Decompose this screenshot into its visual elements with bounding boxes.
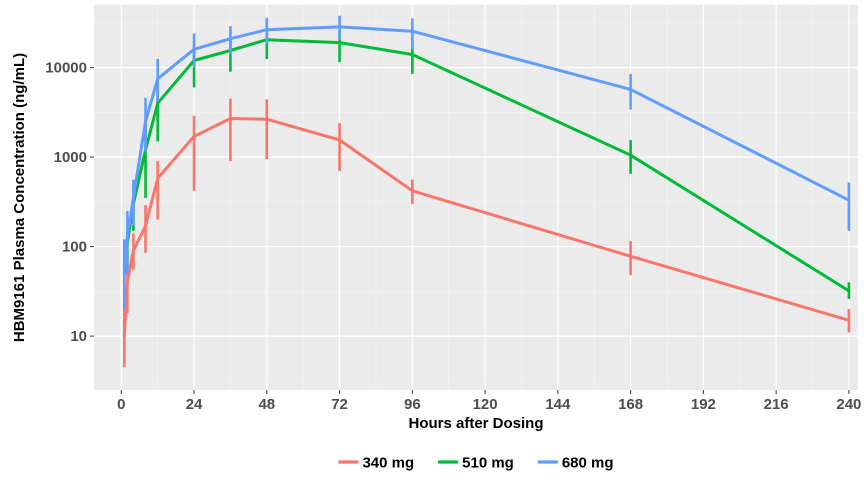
- y-axis-title: HBM9161 Plasma Concentration (ng/mL): [11, 53, 28, 342]
- x-axis-title: Hours after Dosing: [408, 415, 543, 432]
- legend-label: 680 mg: [562, 455, 614, 472]
- x-tick-label: 144: [545, 396, 571, 413]
- y-tick-label: 10: [70, 328, 87, 345]
- y-tick-label: 100: [62, 239, 87, 256]
- x-tick-label: 96: [404, 396, 421, 413]
- legend-label: 510 mg: [462, 455, 514, 472]
- legend: 340 mg 510 mg 680 mg: [338, 455, 614, 472]
- legend-label: 340 mg: [362, 455, 414, 472]
- legend-item-340-mg: 340 mg: [338, 455, 414, 472]
- series-340-mg: [122, 98, 851, 368]
- plot-panel: [94, 5, 858, 390]
- x-tick-label: 216: [764, 396, 789, 413]
- x-tick-label: 0: [117, 396, 125, 413]
- x-tick-label: 48: [258, 396, 275, 413]
- legend-item-680-mg: 680 mg: [537, 455, 614, 472]
- y-tick-label: 1000: [54, 149, 87, 166]
- legend-item-510-mg: 510 mg: [438, 455, 514, 472]
- minor-gridlines: [94, 5, 858, 390]
- x-tick-label: 192: [691, 396, 716, 413]
- series-layer: [122, 15, 851, 368]
- x-tick-label: 168: [618, 396, 643, 413]
- y-tick-label: 10000: [45, 60, 87, 77]
- series-680-mg: [122, 15, 851, 310]
- x-axis-ticks: 0 24 48 72 96 120 144 168 192 216 240: [117, 390, 861, 413]
- y-axis-ticks: 10 100 1000 10000: [45, 60, 94, 345]
- major-gridlines: [94, 5, 858, 390]
- x-tick-label: 240: [836, 396, 861, 413]
- x-tick-label: 120: [473, 396, 498, 413]
- x-tick-label: 24: [186, 396, 203, 413]
- x-tick-label: 72: [331, 396, 348, 413]
